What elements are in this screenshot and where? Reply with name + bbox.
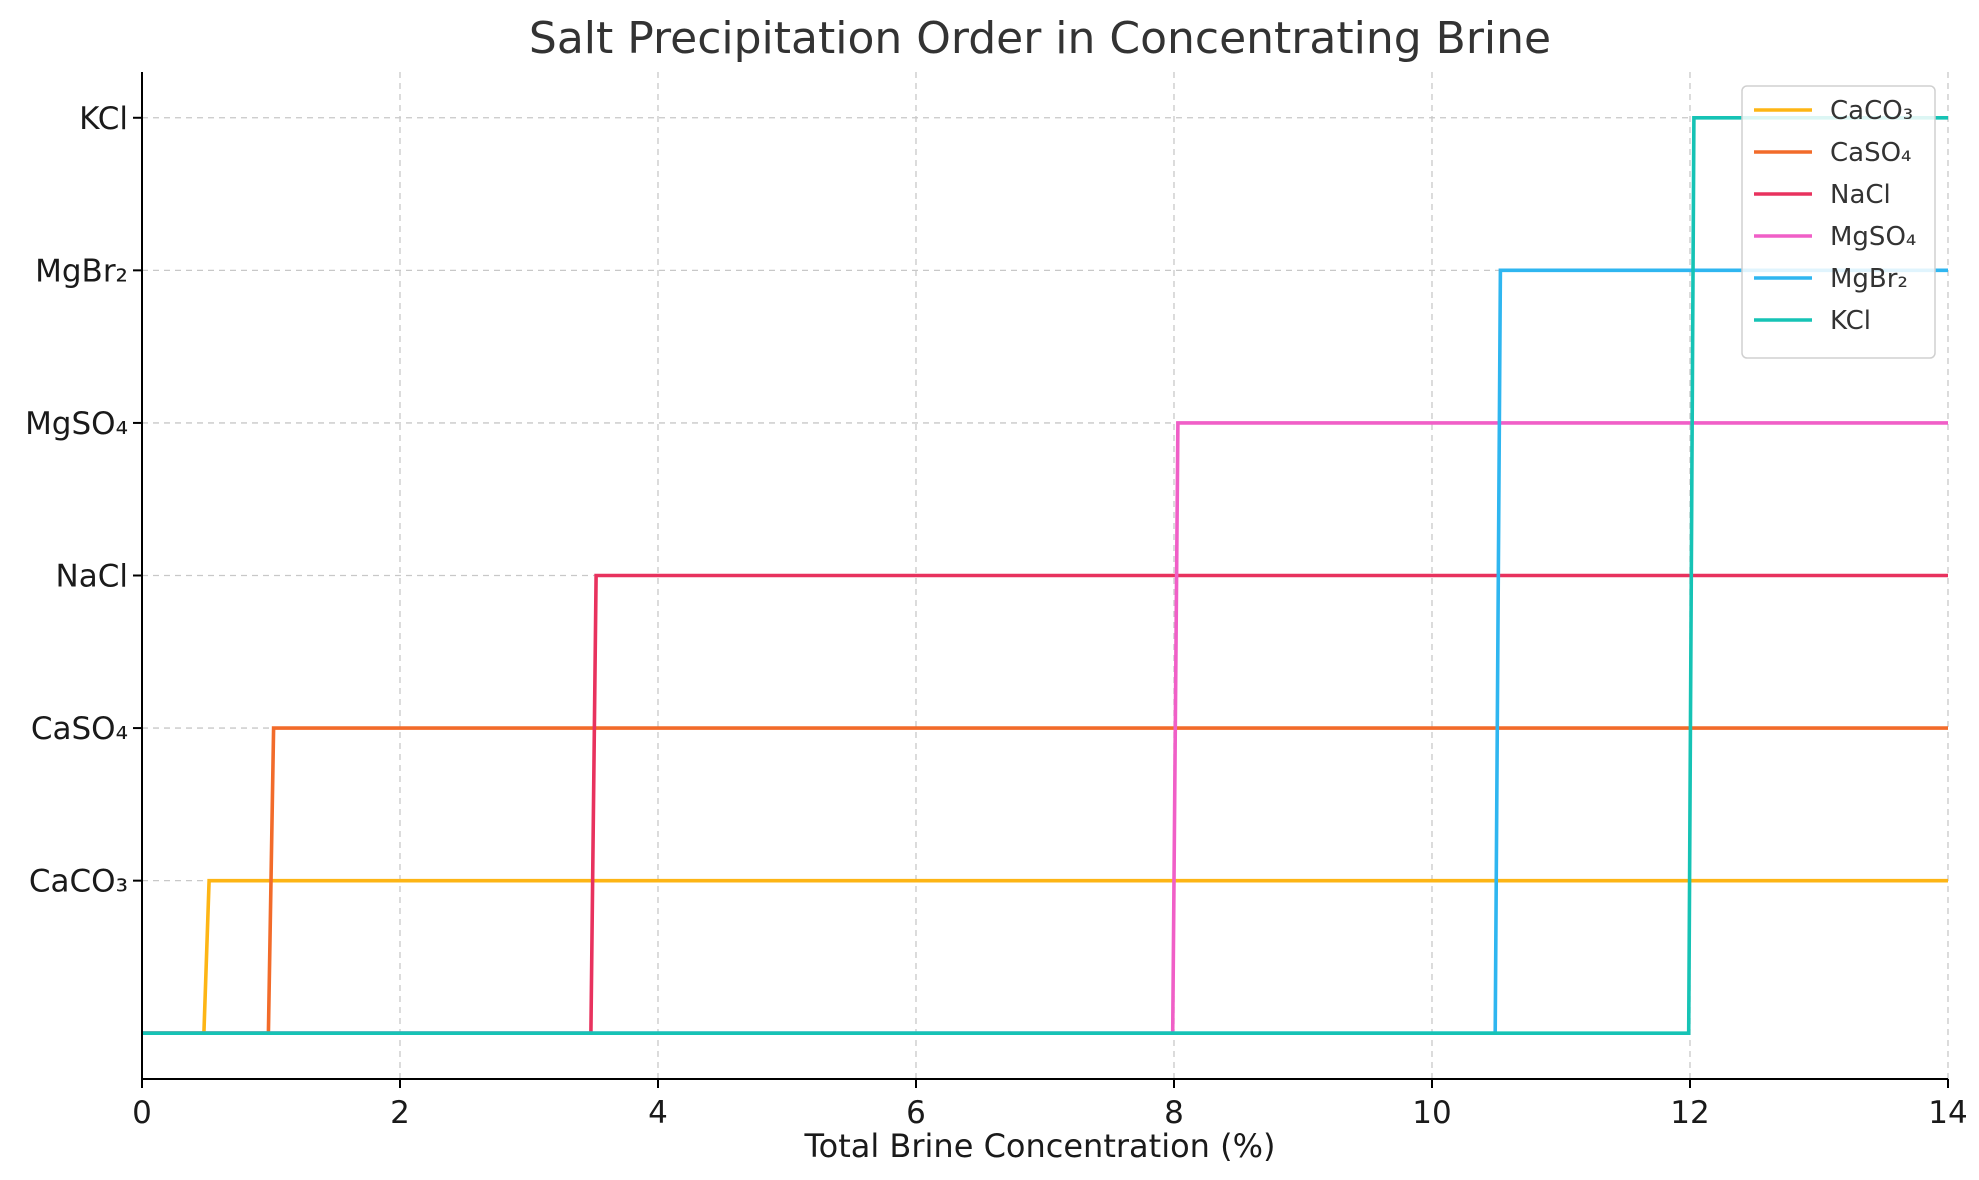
- legend[interactable]: CaCO₃ CaSO₄ NaCl MgSO₄ MgBr₂ KCl: [1741, 85, 1936, 359]
- x-tick-label: 12: [1670, 1095, 1709, 1131]
- x-tick-label: 14: [1928, 1095, 1967, 1131]
- y-tick-label: MgBr₂: [35, 253, 128, 289]
- chart-title: Salt Precipitation Order in Concentratin…: [529, 13, 1551, 64]
- series-line: [142, 573, 1948, 1035]
- y-tick-label: MgSO₄: [25, 406, 128, 442]
- legend-label: NaCl: [1830, 180, 1891, 210]
- legend-box: [1741, 85, 1936, 359]
- y-tick-label: KCl: [79, 101, 128, 137]
- x-tick-label: 0: [132, 1095, 152, 1131]
- y-tick-label: CaCO₃: [29, 864, 128, 900]
- y-tick-label: CaSO₄: [31, 711, 128, 747]
- x-axis-label: Total Brine Concentration (%): [804, 1127, 1276, 1165]
- legend-label: KCl: [1830, 306, 1871, 336]
- legend-label: CaCO₃: [1830, 96, 1913, 126]
- x-tick-label: 4: [648, 1095, 668, 1131]
- legend-label: MgSO₄: [1830, 222, 1916, 252]
- y-tick-label: NaCl: [56, 559, 128, 595]
- x-tick-label: 10: [1412, 1095, 1451, 1131]
- series-layer: [142, 116, 1948, 1035]
- x-tick-label: 6: [906, 1095, 926, 1131]
- series-line: [142, 878, 1948, 1035]
- x-tick-label: 8: [1164, 1095, 1184, 1131]
- legend-label: CaSO₄: [1830, 138, 1911, 168]
- axes-layer: 0 2 4 6 8 10 12 14 CaCO₃ CaSO₄ NaCl MgSO₄ MgBr₂ KCl: [25, 72, 1968, 1131]
- series-line: [142, 268, 1948, 1035]
- legend-label: MgBr₂: [1830, 264, 1908, 294]
- x-tick-label: 2: [390, 1095, 410, 1131]
